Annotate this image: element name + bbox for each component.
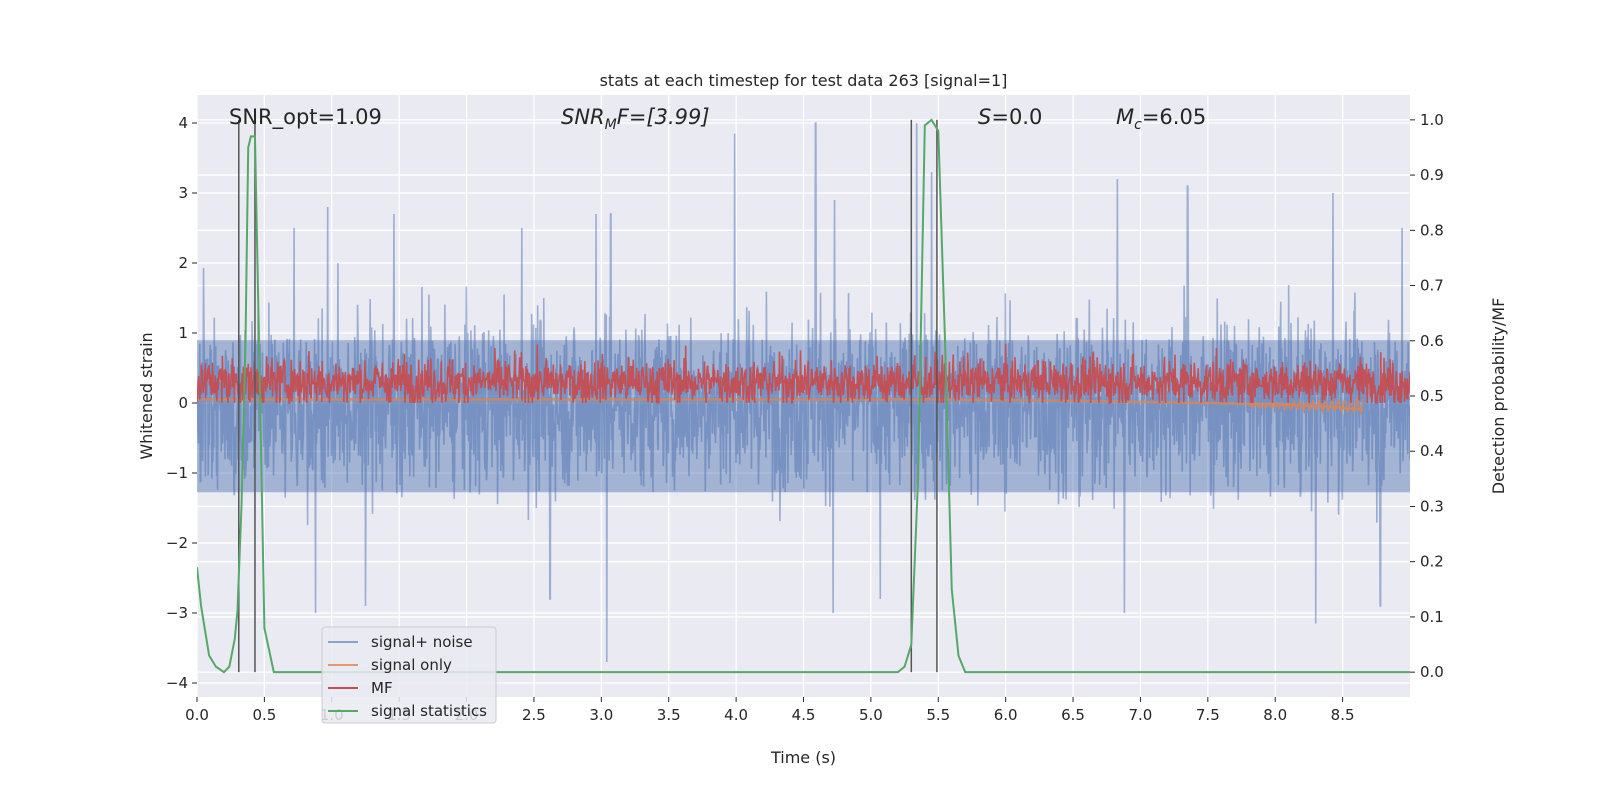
y2-tick-label: 0.4	[1420, 442, 1444, 460]
vertical-markers	[238, 119, 938, 673]
annotation-snr-mf-rest: F=[3.99]	[617, 105, 710, 129]
y-tick-label: −1	[166, 464, 188, 482]
y2-axis-label: Detection probability/MF	[1489, 298, 1508, 495]
y-axis-label: Whitened strain	[137, 332, 156, 459]
x-tick-label: 8.5	[1331, 706, 1355, 724]
annotation-s: S=0.0	[978, 105, 1042, 129]
legend-label: MF	[371, 679, 393, 697]
signal-only-chirp	[1247, 397, 1364, 416]
y-tick-label: 1	[178, 324, 188, 342]
annotation-snr-mf-sub: M	[605, 117, 617, 133]
x-tick-label: 0.0	[185, 706, 209, 724]
signal-noise-line	[197, 122, 1410, 663]
legend-frame	[321, 626, 497, 724]
y2-tick-label: 0.3	[1420, 497, 1444, 515]
x-tick-label: 5.0	[859, 706, 883, 724]
x-tick-label: 6.0	[994, 706, 1018, 724]
signal-statistics-line	[197, 118, 1410, 674]
y2-tick-label: 0.2	[1420, 553, 1444, 571]
y-tick-label: −2	[166, 534, 188, 552]
annotation-mc-sub: c	[1134, 117, 1142, 133]
annotation-snr-opt: SNR_opt=1.09	[229, 105, 382, 130]
y-tick-label: 4	[178, 114, 188, 132]
legend-label: signal statistics	[371, 702, 487, 720]
x-tick-label: 6.5	[1061, 706, 1085, 724]
y-tick-label: −4	[166, 674, 188, 692]
annotation-mc-main: M	[1116, 105, 1134, 129]
annotation-mc: Mc=6.05	[1116, 105, 1206, 133]
annotation-s-main: S	[978, 105, 991, 129]
y2-tick-label: 0.8	[1420, 221, 1444, 239]
y2-ticks: 1.0 0.9 0.8 0.7 0.6 0.5 0.4 0.3 0.2 0.1 0.0	[1410, 111, 1444, 681]
mf-line	[197, 343, 1410, 405]
x-tick-label: 3.0	[589, 706, 613, 724]
y2-tick-label: 0.0	[1420, 663, 1444, 681]
y-ticks: 4 3 2 1 0 −1 −2 −3 −4	[166, 114, 197, 692]
y2-tick-label: 0.7	[1420, 277, 1444, 295]
annotation-mc-rest: =6.05	[1142, 105, 1206, 129]
x-axis-label: Time (s)	[770, 748, 836, 767]
y-tick-label: 3	[178, 184, 188, 202]
x-tick-label: 0.5	[252, 706, 276, 724]
y2-tick-label: 1.0	[1420, 111, 1444, 129]
x-tick-label: 2.5	[522, 706, 546, 724]
x-tick-label: 4.0	[724, 706, 748, 724]
y2-tick-label: 0.9	[1420, 166, 1444, 184]
annotation-s-rest: =0.0	[991, 105, 1042, 129]
annotation-snr-mf-main: SNR	[561, 105, 605, 129]
y2-tick-label: 0.1	[1420, 608, 1444, 626]
y-tick-label: 0	[178, 394, 188, 412]
y-tick-label: −3	[166, 604, 188, 622]
annotation-snr-mf: SNRMF=[3.99]	[561, 105, 710, 133]
x-tick-label: 7.0	[1129, 706, 1153, 724]
plot-title: stats at each timestep for test data 263…	[600, 71, 1008, 90]
series-mf	[197, 343, 1410, 405]
legend-label: signal+ noise	[371, 633, 473, 651]
y-tick-label: 2	[178, 254, 188, 272]
x-tick-label: 7.5	[1196, 706, 1220, 724]
series-signal-statistics	[197, 118, 1410, 674]
legend: signal+ noise signal only MF signal statist…	[321, 626, 497, 724]
signal-noise-core	[197, 340, 1410, 493]
x-tick-label: 3.5	[657, 706, 681, 724]
x-tick-label: 8.0	[1263, 706, 1287, 724]
x-tick-label: 5.5	[926, 706, 950, 724]
legend-label: signal only	[371, 656, 452, 674]
x-tick-label: 4.5	[792, 706, 816, 724]
y2-tick-label: 0.5	[1420, 387, 1444, 405]
y2-tick-label: 0.6	[1420, 332, 1444, 350]
